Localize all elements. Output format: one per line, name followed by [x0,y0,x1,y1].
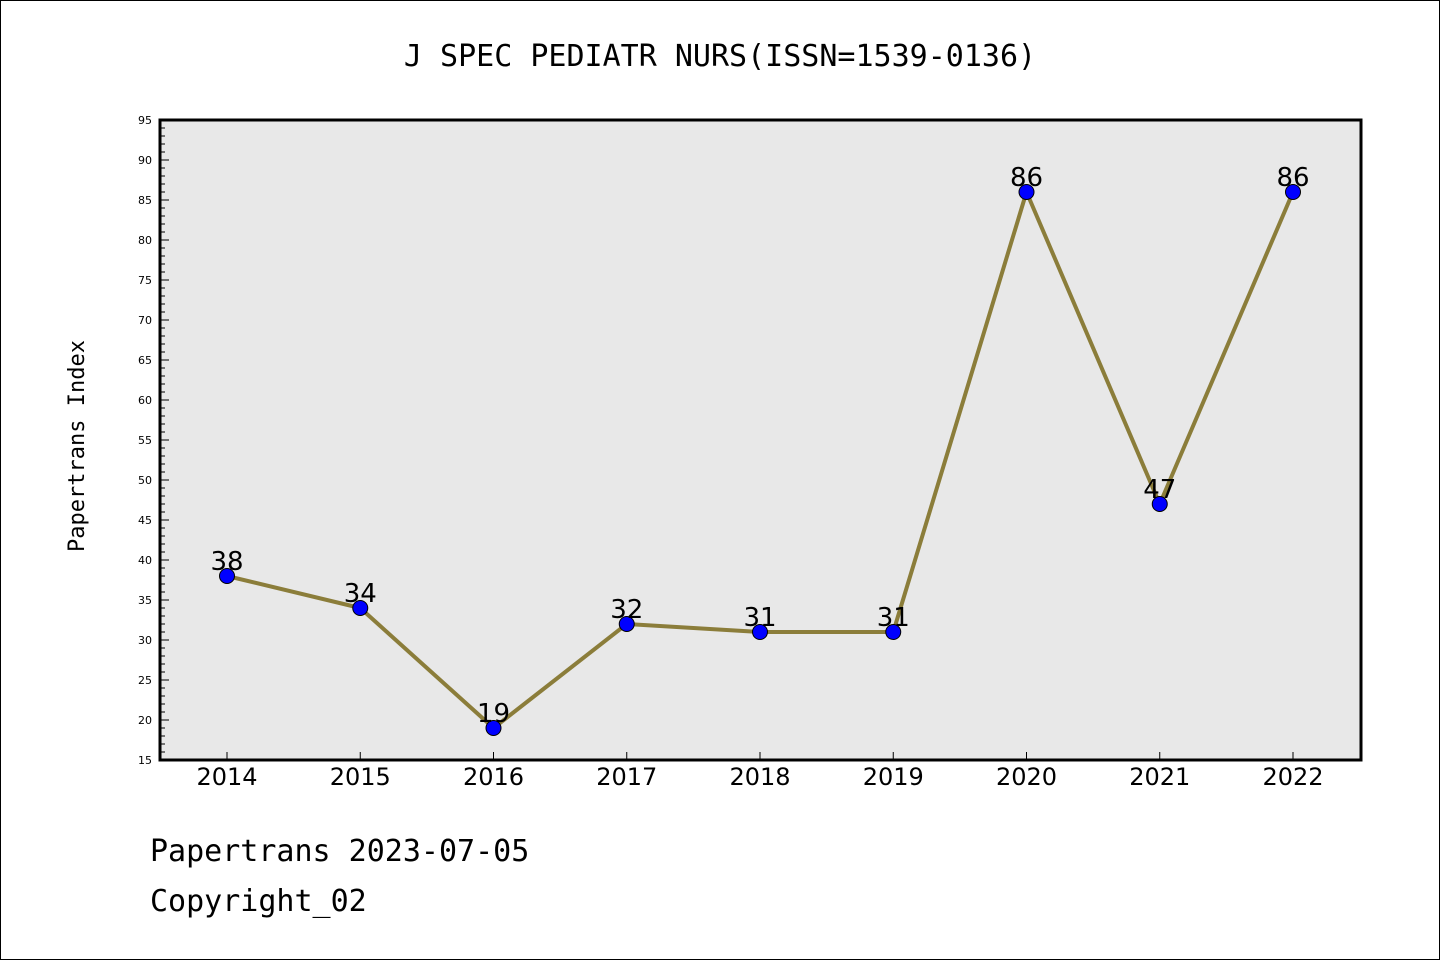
data-label: 32 [610,595,643,625]
data-point [1285,184,1301,200]
data-point [885,624,902,640]
x-tick-label: 2018 [729,763,790,791]
footer-copyright: Copyright_02 [150,884,367,919]
x-axis: 2014 2015 2016 2017 2018 2019 2020 2021 2022 [196,752,1324,791]
data-point [1151,496,1168,512]
data-labels: 38 34 19 32 31 31 86 47 86 [210,163,1309,729]
chart-title: J SPEC PEDIATR NURS(ISSN=1539-0136) [404,39,1036,74]
x-tick-label: 2016 [463,763,524,791]
y-tick-label: 85 [138,194,152,207]
x-tick-label: 2022 [1262,763,1323,791]
y-tick-label: 90 [138,154,152,167]
data-point [219,568,235,584]
data-point [618,616,635,632]
data-label: 34 [344,579,377,609]
data-point [752,624,768,640]
y-tick-label: 80 [138,234,152,247]
y-tick-label: 45 [138,514,152,527]
y-axis: 15 20 25 30 35 40 45 50 55 60 65 70 75 80 85 90 95 [138,114,169,767]
data-label: 19 [477,699,510,729]
y-tick-label: 35 [138,594,152,607]
x-tick-label: 2014 [196,763,257,791]
y-tick-label: 30 [138,634,152,647]
y-tick-label: 70 [138,314,152,327]
data-label: 47 [1143,475,1176,505]
y-tick-label: 20 [138,714,152,727]
data-label: 31 [743,603,776,633]
data-label: 38 [210,547,243,577]
data-point [1018,184,1035,200]
y-axis-label: Papertrans Index [65,340,90,552]
x-tick-label: 2017 [596,763,657,791]
y-tick-label: 60 [138,394,152,407]
data-point [485,720,502,736]
y-tick-label: 15 [138,754,152,767]
series-group [219,184,1301,736]
x-tick-label: 2021 [1129,763,1190,791]
plot-area [158,118,1363,762]
y-tick-label: 75 [138,274,152,287]
data-label: 31 [877,603,910,633]
data-label: 86 [1276,163,1309,193]
y-tick-label: 40 [138,554,152,567]
x-tick-label: 2019 [863,763,924,791]
x-tick-label: 2020 [996,763,1057,791]
y-tick-label: 95 [138,114,152,127]
data-point [352,600,369,616]
y-tick-label: 55 [138,434,152,447]
y-tick-label: 65 [138,354,152,367]
footer-date: Papertrans 2023-07-05 [150,834,530,869]
y-tick-label: 50 [138,474,152,487]
data-label: 86 [1010,163,1043,193]
x-tick-label: 2015 [330,763,391,791]
y-tick-label: 25 [138,674,152,687]
